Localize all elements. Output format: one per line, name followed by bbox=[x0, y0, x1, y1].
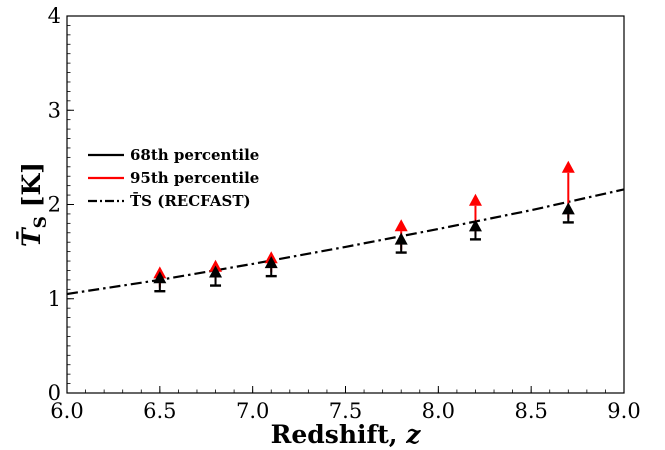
legend-label: 95th percentile bbox=[130, 169, 259, 187]
y-tick-label: 1 bbox=[48, 287, 61, 311]
y-tick-label: 0 bbox=[48, 381, 61, 405]
x-tick-label: 9.0 bbox=[607, 399, 640, 423]
y-tick-label: 3 bbox=[48, 98, 61, 122]
x-tick-label: 6.0 bbox=[50, 399, 83, 423]
x-tick-label: 8.5 bbox=[514, 399, 547, 423]
y-tick-label: 4 bbox=[48, 4, 61, 28]
red-limit-arrow bbox=[394, 219, 408, 232]
x-tick-label: 7.0 bbox=[236, 399, 269, 423]
black-limit-arrow bbox=[394, 232, 408, 245]
legend-label: T̄S (RECFAST) bbox=[130, 191, 251, 210]
legend: 68th percentile 95th percentile T̄S (RECFA… bbox=[88, 146, 259, 210]
y-tick-label: 2 bbox=[48, 193, 61, 217]
black-limit-arrow bbox=[561, 202, 575, 215]
black-limit-arrow bbox=[209, 265, 223, 278]
x-tick-label: 8.0 bbox=[422, 399, 455, 423]
black-limit-arrow bbox=[153, 271, 167, 284]
y-axis-label: T̄S [K] bbox=[16, 162, 51, 247]
black-limit-arrow bbox=[468, 219, 482, 232]
legend-label: 68th percentile bbox=[130, 146, 259, 164]
red-limit-arrow bbox=[468, 193, 482, 206]
x-tick-label: 7.5 bbox=[329, 399, 362, 423]
x-axis-label: Redshift, z bbox=[271, 420, 422, 449]
red-limit-arrow bbox=[561, 160, 575, 173]
x-tick-label: 6.5 bbox=[143, 399, 176, 423]
black-limit-arrow bbox=[264, 256, 278, 269]
